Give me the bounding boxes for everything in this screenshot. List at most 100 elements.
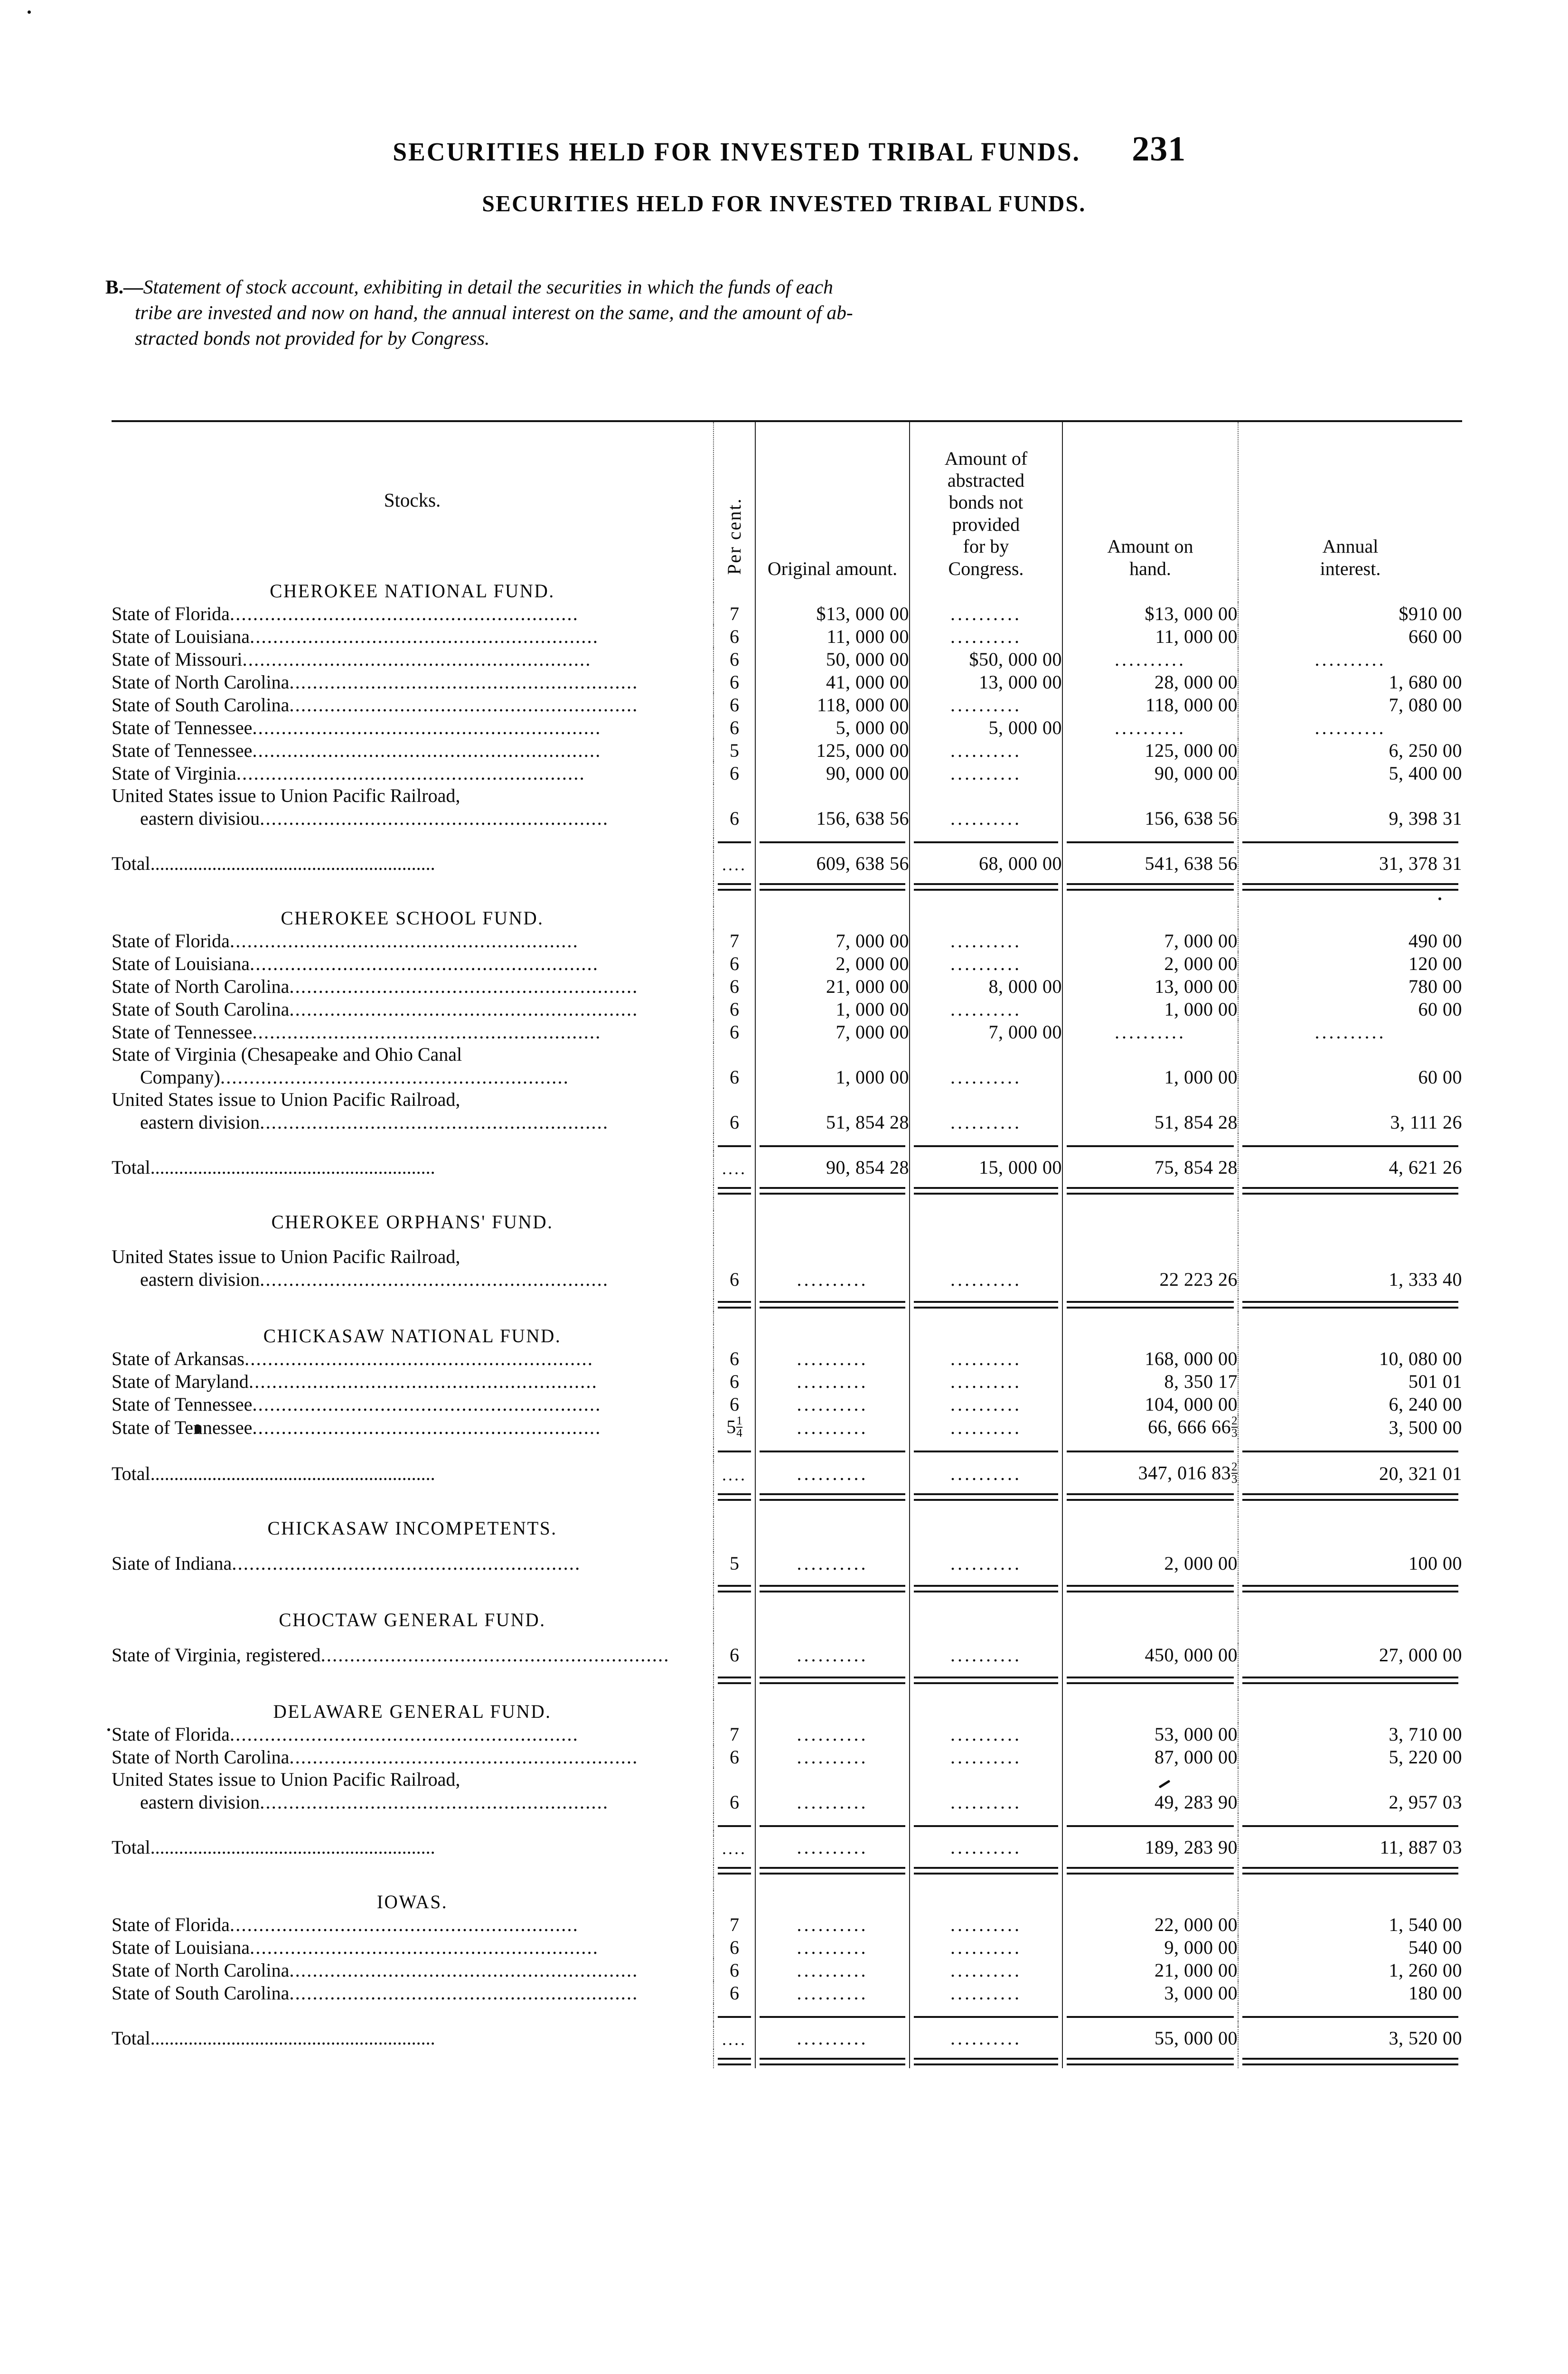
rule-bar xyxy=(1067,1307,1234,1309)
rule-bar xyxy=(914,1193,1058,1195)
spacer-cell xyxy=(1062,1133,1238,1142)
table-row: Siate of Indiana........................… xyxy=(112,1552,1462,1575)
stock-name-multiline: United States issue to Union Pacific Rai… xyxy=(112,1768,714,1813)
rule-bar xyxy=(760,1145,905,1147)
rule-bar xyxy=(718,1873,751,1875)
cell-value: 90, 854 28 xyxy=(755,1156,910,1178)
spacer-cell xyxy=(112,1687,714,1700)
cell-empty-dots: .......... xyxy=(909,784,1062,829)
leader-dots: ........................................… xyxy=(289,998,638,1020)
cell-value: 660 00 xyxy=(1238,625,1462,648)
section-heading-row: CHICKASAW INCOMPETENTS. xyxy=(112,1517,1462,1540)
cell-value: 51, 854 28 xyxy=(755,1088,910,1133)
spacer-row xyxy=(112,2004,1462,2013)
table-row: State of Tennessee......................… xyxy=(112,1393,1462,1415)
spacer-cell xyxy=(713,829,755,838)
rule-bar xyxy=(760,2016,905,2018)
rule-bar xyxy=(1242,1193,1458,1195)
table-row: State of Virginia, registered...........… xyxy=(112,1643,1462,1667)
rule-row-blank xyxy=(112,2013,714,2021)
rule-segment xyxy=(713,1583,755,1596)
rule-segment xyxy=(755,1299,910,1311)
cell-value: 540 00 xyxy=(1238,1936,1462,1959)
cell-empty-dots: .......... xyxy=(909,1959,1062,1982)
cell-value: 11, 000 00 xyxy=(755,625,910,648)
rule-segment xyxy=(713,1185,755,1197)
spacer-cell xyxy=(909,1311,1062,1325)
cell-empty-dots: .......... xyxy=(909,1913,1062,1936)
rule-segment xyxy=(1062,2056,1238,2069)
total-label: Total...................................… xyxy=(112,1157,435,1178)
double-rule-row xyxy=(112,1299,1462,1311)
cell-value: 3, 500 00 xyxy=(1238,1415,1462,1439)
cell-value: 2, 000 00 xyxy=(755,952,910,975)
spacer-cell xyxy=(909,2004,1062,2013)
rule-segment xyxy=(1238,1583,1462,1596)
rule-bar xyxy=(1067,1499,1234,1501)
rule-segment xyxy=(1238,1491,1462,1504)
spacer-cell xyxy=(1238,1595,1462,1609)
rule-segment xyxy=(755,1583,910,1596)
column-header-per-cent: Per cent. xyxy=(713,422,755,580)
spacer-cell xyxy=(112,875,714,881)
cell-value: 10, 080 00 xyxy=(1238,1347,1462,1370)
spacer-cell xyxy=(755,1813,910,1822)
rule-bar xyxy=(1067,2016,1234,2018)
cell-empty-dots: .......... xyxy=(909,1393,1062,1415)
cell-empty-dots: .......... xyxy=(755,1981,910,2005)
table-row: State of Florida........................… xyxy=(112,602,1462,625)
spacer-cell xyxy=(909,1631,1062,1644)
spacer-row xyxy=(112,1539,1462,1552)
cell-value: 156, 638 56 xyxy=(1062,784,1238,829)
table-caption: B.—Statement of stock account, exhibitin… xyxy=(105,274,1463,351)
rule-bar xyxy=(914,1682,1058,1685)
rule-segment xyxy=(755,1865,910,1878)
cell-value: 609, 638 56 xyxy=(755,852,910,875)
rule-segment xyxy=(1062,881,1238,894)
stock-name: State of Arkansas.......................… xyxy=(112,1347,593,1369)
per-cent-value: 6 xyxy=(713,1643,755,1667)
rule-segment xyxy=(713,2056,755,2069)
cell-value: 22 223 26 xyxy=(1062,1245,1238,1291)
stock-name: State of Missouri.......................… xyxy=(112,648,592,670)
section-heading-blank xyxy=(909,580,1062,602)
spacer-cell xyxy=(112,2049,714,2056)
rule-bar xyxy=(1242,1301,1458,1303)
cell-value: 9, 398 31 xyxy=(1238,784,1462,829)
cell-value: 55, 000 00 xyxy=(1062,2027,1238,2050)
leader-dots: ........................................… xyxy=(289,1982,638,2004)
stock-name-line-2: Company)................................… xyxy=(140,1066,569,1088)
rule-bar xyxy=(760,1193,905,1195)
leader-dots: ........................................… xyxy=(236,762,585,784)
rule-segment xyxy=(755,1491,910,1504)
abstracted-line-3: bonds not xyxy=(948,491,1023,513)
leader-dots: ........................................… xyxy=(229,1723,579,1745)
rule-bar xyxy=(1242,1867,1458,1869)
cell-value: 68, 000 00 xyxy=(909,852,1062,875)
rule-bar xyxy=(760,1873,905,1875)
abstracted-line-1: Amount of xyxy=(944,447,1028,469)
rule-bar xyxy=(914,841,1058,843)
cell-value: 1, 333 40 xyxy=(1238,1245,1462,1291)
table-row: State of South Carolina.................… xyxy=(112,1981,1462,2005)
rule-row-blank xyxy=(112,1185,714,1197)
per-cent-value: 6 xyxy=(713,625,755,648)
total-per-cent: .... xyxy=(713,1156,755,1178)
spacer-cell xyxy=(1062,1178,1238,1185)
cell-empty-dots: .......... xyxy=(909,1043,1062,1088)
spacer-cell xyxy=(713,875,755,881)
spacer-cell xyxy=(1238,829,1462,838)
spacer-cell xyxy=(1238,875,1462,881)
rule-segment xyxy=(713,838,755,847)
stock-name-multiline: United States issue to Union Pacific Rai… xyxy=(112,1088,714,1133)
leader-dots: ........................................… xyxy=(232,1552,581,1574)
rule-bar xyxy=(760,2063,905,2066)
leader-dots: ........................................… xyxy=(289,1746,638,1768)
table-row: State of South Carolina.................… xyxy=(112,693,1462,716)
rule-bar xyxy=(1242,1873,1458,1875)
rule-bar xyxy=(914,1585,1058,1587)
running-head-title: SECURITIES HELD FOR INVESTED TRIBAL FUND… xyxy=(393,137,1080,166)
cell-empty-dots: .......... xyxy=(755,1836,910,1859)
